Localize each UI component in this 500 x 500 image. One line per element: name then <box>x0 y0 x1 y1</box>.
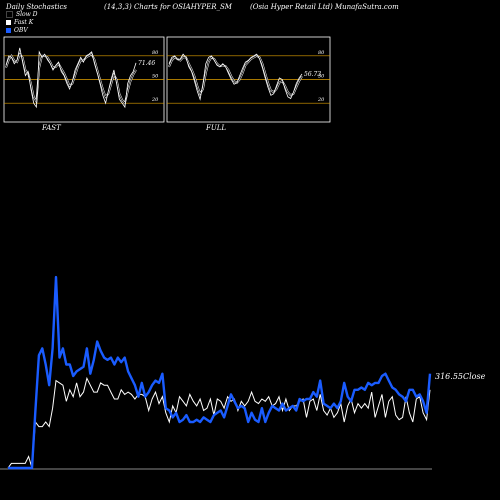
obv-line <box>8 275 432 470</box>
header-left: Daily Stochastics <box>6 3 68 11</box>
legend-fast-k: Fast K <box>6 19 33 27</box>
close-label: 316.55Close <box>435 372 486 381</box>
fast-k-line-full <box>168 53 303 101</box>
panel-tick-fast-50: 50 <box>152 74 159 80</box>
panel-tick-full-20: 20 <box>317 97 325 103</box>
fast-k-line-fast <box>5 47 137 109</box>
legend-obv: OBV <box>6 27 28 35</box>
legend-swatch-fast-k <box>6 20 11 25</box>
panel-tick-fast-20: 20 <box>151 97 159 103</box>
legend-slow-d: Slow D <box>6 11 38 19</box>
slow-d-core-full <box>168 55 303 96</box>
close-price-line <box>7 376 431 469</box>
panel-tick-fast-80: 80 <box>152 50 159 56</box>
header-mid: (14,3,3) Charts for OSIAHYPER_SM <box>104 3 232 11</box>
panel-label-full: FULL <box>206 124 227 132</box>
legend-label-slow-d: Slow D <box>16 11 38 18</box>
panel-tick-full-80: 80 <box>318 50 325 56</box>
panel-tick-full-50: 50 <box>318 74 325 80</box>
panel-value-full: 56.73 <box>304 71 321 78</box>
legend-label-fast-k: Fast K <box>14 19 34 26</box>
panel-value-fast: 71.46 <box>138 60 155 67</box>
header-right: (Osia Hyper Retail Ltd) MunafaSutra.com <box>250 3 399 11</box>
panel-label-fast: FAST <box>42 124 61 132</box>
legend-label-obv: OBV <box>14 27 28 34</box>
legend-swatch-slow-d <box>6 11 13 18</box>
legend-swatch-obv <box>6 28 11 33</box>
